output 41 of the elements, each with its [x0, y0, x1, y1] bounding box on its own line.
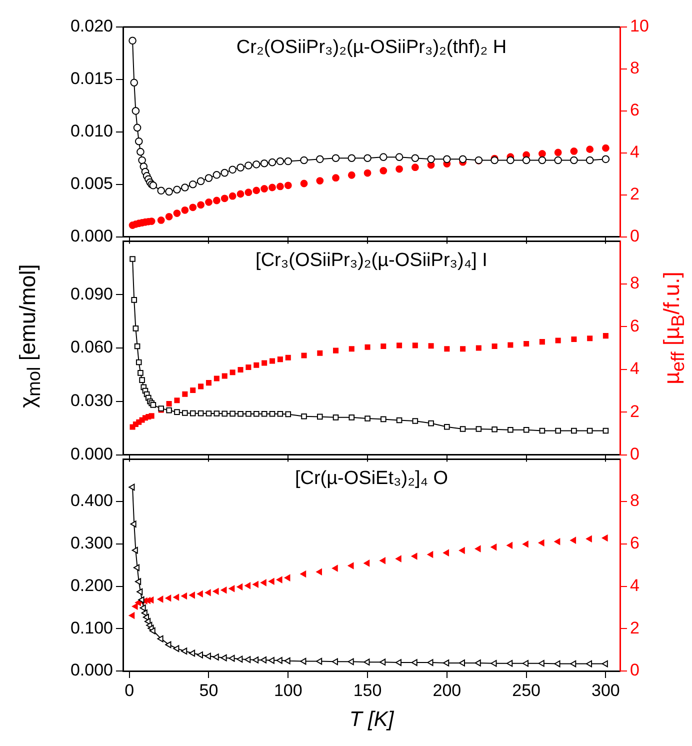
y-tick-label: 0.005 [70, 174, 113, 194]
y-tick-label: 0.010 [70, 122, 113, 141]
y2-tick-label: 2 [630, 402, 640, 421]
y2-tick-label: 2 [630, 184, 640, 204]
y2-tick-label: 8 [630, 491, 640, 510]
y-tick-label: 0.020 [70, 16, 113, 36]
y-tick-label: 0.000 [70, 444, 113, 464]
y2-tick-label: 6 [630, 534, 640, 553]
x-tick-label: 0 [124, 680, 134, 700]
y2-tick-label: 0 [630, 226, 640, 246]
y2-tick-label: 10 [630, 16, 649, 36]
y2-tick-label: 2 [630, 618, 640, 638]
text: [Cr₃(OSiiPr₃)₂(µ-OSiiPr₃)₄] I [254, 250, 488, 272]
y2-tick-label: 6 [630, 316, 640, 336]
y-tick-label: 0.000 [70, 226, 113, 246]
y-tick-label: 0.060 [70, 338, 113, 357]
y2-tick-label: 8 [630, 274, 640, 293]
text: Cr₂(OSiiPr₃)₂(µ-OSiiPr₃)₂(thf)₂ H [235, 37, 508, 59]
x-tick-label: 100 [274, 680, 302, 700]
y2-tick-label: 4 [630, 359, 640, 378]
y-tick-label: 0.100 [70, 618, 113, 638]
y-tick-label: 0.030 [70, 391, 113, 410]
y-tick-label: 0.015 [70, 69, 113, 88]
y2-tick-label: 6 [630, 100, 640, 120]
x-axis-title: T [K] [348, 708, 395, 732]
y2-tick-label: 0 [630, 444, 640, 464]
y2-tick-label: 0 [630, 660, 640, 680]
y-tick-label: 0.090 [70, 284, 113, 304]
y-tick-label: 0.000 [70, 660, 113, 680]
x-tick-label: 300 [592, 680, 620, 700]
x-tick-label: 250 [512, 680, 541, 700]
y-tick-label: 0.200 [70, 576, 113, 595]
y2-tick-label: 4 [630, 576, 640, 595]
y-tick-label: 0.300 [70, 534, 113, 553]
y-tick-label: 0.400 [70, 491, 113, 510]
y2-tick-label: 8 [630, 58, 640, 78]
text: [Cr(µ-OSiEt₃)₂]₄ O [294, 468, 450, 490]
y2-tick-label: 4 [630, 142, 640, 162]
x-tick-label: 200 [432, 680, 462, 700]
x-tick-label: 50 [199, 680, 218, 700]
x-tick-label: 150 [353, 680, 382, 700]
